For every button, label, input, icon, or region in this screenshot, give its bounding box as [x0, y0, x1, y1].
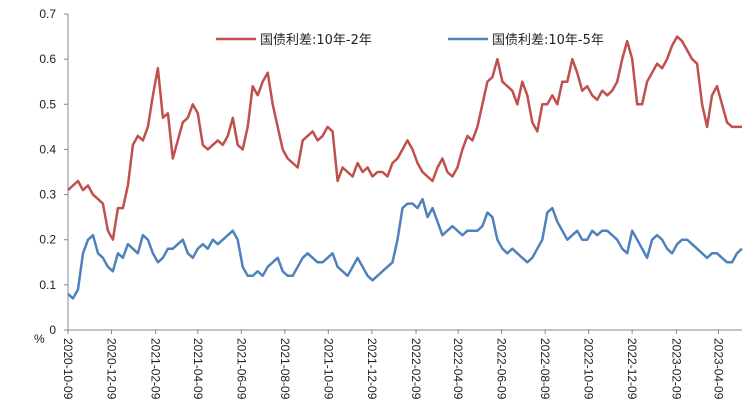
x-tick-label: 2021-06-09 — [234, 338, 248, 400]
x-tick-label: 2021-02-09 — [149, 338, 163, 400]
y-tick-label: 0.5 — [39, 97, 56, 111]
y-tick-label: 0.6 — [39, 52, 56, 66]
x-tick-label: 2020-10-09 — [61, 338, 75, 400]
y-axis-unit-label: % — [34, 332, 45, 346]
x-tick-label: 2021-08-09 — [278, 338, 292, 400]
x-tick-label: 2021-04-09 — [191, 338, 205, 400]
y-tick-label: 0 — [49, 323, 56, 337]
y-tick-label: 0.7 — [39, 7, 56, 21]
x-tick-label: 2021-12-09 — [365, 338, 379, 400]
x-tick-label: 2022-06-09 — [495, 338, 509, 400]
x-tick-label: 2022-04-09 — [451, 338, 465, 400]
x-tick-label: 2022-02-09 — [409, 338, 423, 400]
y-tick-label: 0.4 — [39, 142, 56, 156]
legend-label-series-2: 国债利差:10年-5年 — [492, 33, 604, 48]
series-line-1 — [67, 35, 742, 241]
y-tick-label: 0.2 — [39, 233, 56, 247]
legend: 国债利差:10年-2年 国债利差:10年-5年 — [216, 33, 604, 48]
x-tick-label: 2022-08-09 — [538, 338, 552, 400]
x-tick-label: 2020-12-09 — [105, 338, 119, 400]
x-tick-label: 2022-10-09 — [582, 338, 596, 400]
x-tick-label: 2022-12-09 — [625, 338, 639, 400]
x-axis-ticks: 2020-10-09 2020-12-09 2021-02-09 2021-04-09… — [61, 330, 725, 400]
x-tick-label: 2023-02-09 — [669, 338, 683, 400]
y-axis-ticks: 0 0.1 0.2 0.3 0.4 0.5 0.6 0.7 — [39, 7, 68, 337]
x-tick-label: 2021-10-09 — [321, 338, 335, 400]
series-line-2 — [67, 197, 743, 300]
x-tick-label: 2023-04-09 — [711, 338, 725, 400]
y-tick-label: 0.3 — [39, 188, 56, 202]
y-tick-label: 0.1 — [39, 278, 56, 292]
legend-label-series-1: 国债利差:10年-2年 — [260, 33, 372, 48]
series-layer — [67, 35, 743, 300]
